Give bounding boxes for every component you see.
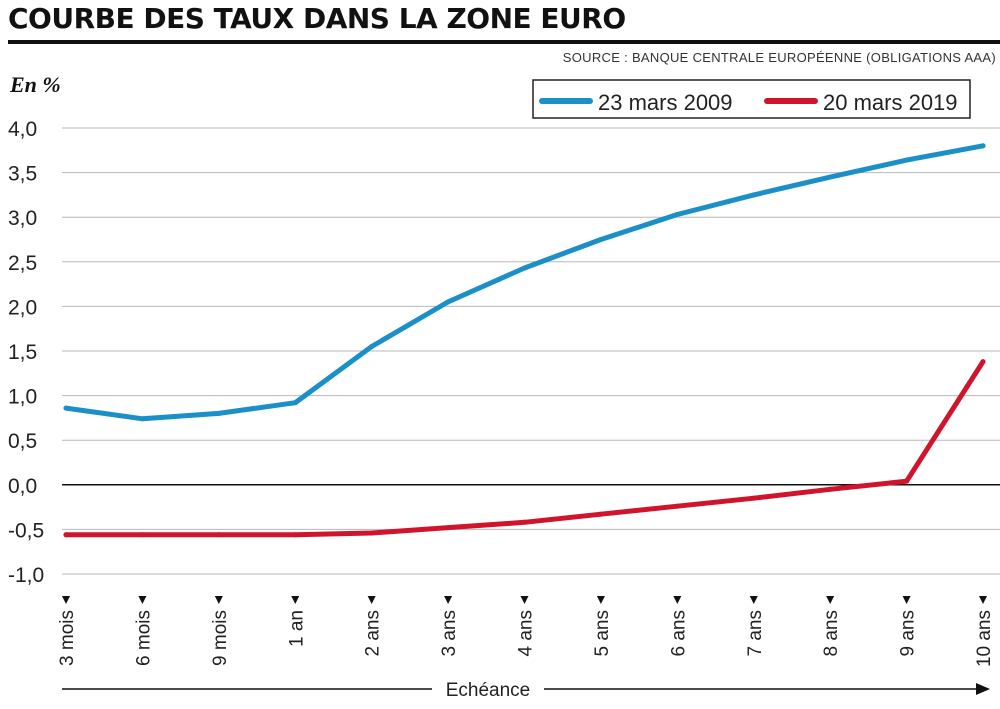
data-point-23-mars-2009 — [522, 265, 527, 271]
data-point-23-mars-2009 — [139, 416, 145, 422]
data-point-20-mars-2019 — [139, 532, 145, 538]
data-point-23-mars-2009 — [674, 212, 680, 218]
data-point-20-mars-2019 — [674, 503, 680, 509]
x-axis: Echéance — [62, 676, 990, 702]
legend-label-2009: 23 mars 2009 — [598, 90, 733, 115]
data-point-23-mars-2009 — [63, 405, 69, 411]
x-tick-marker — [596, 596, 605, 604]
data-point-20-mars-2019 — [445, 525, 451, 531]
data-point-20-mars-2019 — [751, 495, 757, 501]
x-tick-label: 7 ans — [745, 610, 766, 656]
data-point-20-mars-2019 — [369, 530, 375, 536]
x-tick-marker — [138, 596, 147, 604]
data-point-20-mars-2019 — [827, 486, 833, 492]
data-point-20-mars-2019 — [63, 532, 69, 538]
x-tick-marker — [520, 596, 529, 604]
x-tick-marker — [367, 596, 376, 604]
data-point-20-mars-2019 — [522, 519, 527, 525]
x-tick-label: 9 mois — [210, 610, 231, 666]
data-point-20-mars-2019 — [904, 478, 910, 484]
title-rule — [8, 40, 1000, 44]
y-tick-label: 0,0 — [8, 475, 37, 498]
x-tick-marker — [62, 596, 70, 604]
data-point-23-mars-2009 — [216, 410, 222, 416]
data-point-23-mars-2009 — [751, 192, 757, 198]
y-tick-label: 3,5 — [8, 163, 37, 186]
x-tick-marker — [826, 596, 835, 604]
y-tick-label: 0,5 — [8, 430, 37, 453]
x-axis-ticks: 3 mois 6 mois 9 mois 1 an 2 ans 3 ans 4 ans 5 a… — [57, 596, 995, 667]
y-tick-label: 3,0 — [8, 207, 37, 230]
data-point-20-mars-2019 — [216, 532, 222, 538]
legend: 23 mars 2009 20 mars 2019 — [532, 79, 971, 119]
x-tick-marker — [749, 596, 758, 604]
x-tick-marker — [444, 596, 453, 604]
series-line-20-mars-2019 — [63, 359, 986, 538]
gridlines — [62, 127, 1000, 575]
x-axis-label-bg — [432, 676, 544, 702]
x-tick-marker — [979, 596, 987, 604]
data-point-20-mars-2019 — [292, 532, 298, 538]
y-axis-unit-label: En % — [9, 72, 61, 97]
y-tick-label: -0,5 — [8, 519, 44, 542]
source-note: SOURCE : BANQUE CENTRALE EUROPÉENNE (OBL… — [562, 50, 996, 65]
data-point-20-mars-2019 — [598, 511, 604, 517]
x-tick-label: 3 mois — [57, 610, 78, 666]
series-line-23-mars-2009 — [63, 143, 986, 422]
data-point-23-mars-2009 — [980, 143, 986, 149]
chart-title: COURBE DES TAUX DANS LA ZONE EURO — [8, 2, 626, 35]
x-tick-label: 6 mois — [133, 610, 154, 666]
data-point-23-mars-2009 — [445, 299, 451, 305]
y-tick-label: 1,5 — [8, 341, 37, 364]
x-tick-label: 6 ans — [668, 610, 689, 656]
y-tick-label: 2,5 — [8, 252, 37, 275]
x-tick-label: 4 ans — [516, 610, 537, 656]
data-point-23-mars-2009 — [827, 174, 833, 180]
data-point-23-mars-2009 — [598, 237, 604, 242]
y-tick-label: 4,0 — [8, 118, 37, 141]
x-tick-marker — [673, 596, 682, 604]
x-tick-label: 3 ans — [439, 610, 460, 656]
x-tick-marker — [214, 596, 223, 604]
x-axis-label: Echéance — [446, 680, 531, 701]
legend-box — [532, 79, 971, 119]
x-tick-label: 8 ans — [821, 610, 842, 656]
y-tick-label: 1,0 — [8, 386, 37, 409]
x-axis-arrowhead — [976, 683, 990, 695]
y-tick-label: -1,0 — [8, 564, 44, 587]
data-point-23-mars-2009 — [369, 344, 375, 350]
x-tick-label: 10 ans — [974, 610, 995, 667]
x-tick-label: 9 ans — [898, 610, 919, 656]
data-point-20-mars-2019 — [980, 359, 986, 365]
x-tick-marker — [291, 596, 300, 604]
x-tick-marker — [902, 596, 911, 604]
data-point-23-mars-2009 — [904, 157, 910, 163]
x-tick-label: 1 an — [286, 610, 307, 647]
data-point-23-mars-2009 — [292, 400, 298, 406]
legend-label-2019: 20 mars 2019 — [823, 90, 958, 115]
x-tick-label: 5 ans — [592, 610, 613, 656]
y-tick-label: 2,0 — [8, 296, 37, 319]
x-tick-label: 2 ans — [363, 610, 384, 656]
series-lines — [63, 143, 986, 538]
y-axis-ticks: 4,0 3,5 3,0 2,5 2,0 1,5 1,0 0,5 0,0 -0,5 -1,0 — [8, 118, 44, 587]
